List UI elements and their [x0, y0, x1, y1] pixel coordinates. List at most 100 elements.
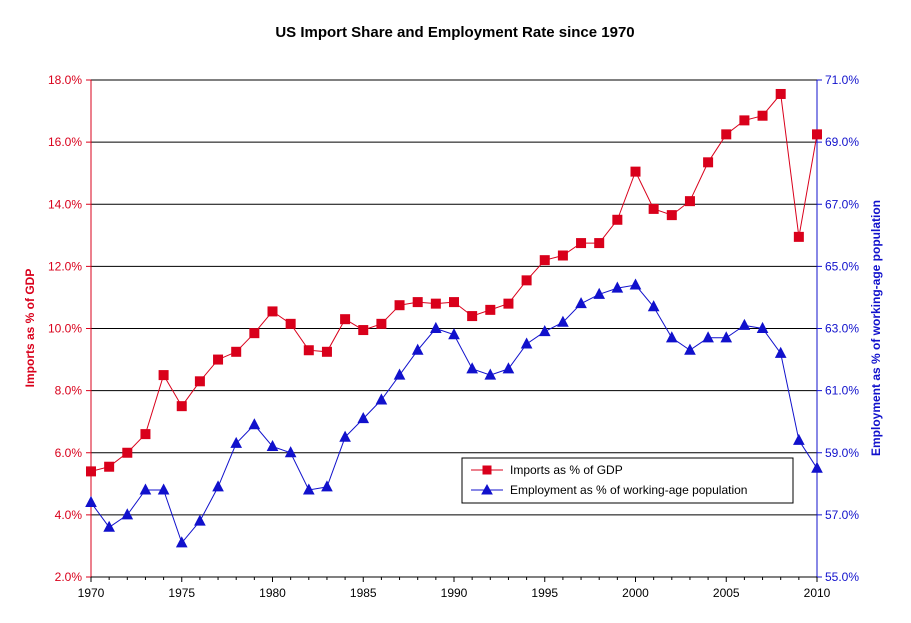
series-layer — [85, 88, 823, 548]
data-point-imports — [285, 318, 296, 329]
data-point-employment — [357, 412, 370, 424]
right-tick-label: 55.0% — [825, 570, 859, 584]
left-tick-label: 2.0% — [55, 570, 83, 584]
right-tick-label: 59.0% — [825, 446, 859, 460]
left-tick-label: 18.0% — [48, 73, 82, 87]
right-tick-label: 57.0% — [825, 508, 859, 522]
data-point-imports — [231, 346, 242, 357]
right-tick-label: 69.0% — [825, 135, 859, 149]
left-tick-label: 12.0% — [48, 259, 82, 273]
data-point-imports — [812, 129, 822, 140]
data-point-employment — [738, 318, 751, 330]
data-point-employment — [121, 508, 134, 520]
data-point-employment — [139, 483, 152, 495]
series-line-imports — [90, 92, 818, 472]
left-axis-label: Imports as % of GDP — [23, 269, 37, 388]
data-point-employment — [611, 281, 624, 293]
data-point-employment — [593, 287, 606, 299]
data-point-employment — [811, 461, 823, 473]
data-point-imports — [721, 129, 732, 140]
data-point-imports — [267, 306, 278, 317]
data-point-imports — [140, 429, 151, 440]
legend: Imports as % of GDP Employment as % of w… — [461, 457, 794, 504]
data-point-employment — [194, 514, 206, 526]
x-tick-label: 1990 — [441, 586, 468, 600]
data-point-imports — [684, 196, 695, 207]
left-y-ticks: 2.0% 4.0% 6.0% 8.0% 10.0% 12.0% 14.0% 16.0% 18.0… — [48, 73, 91, 584]
data-point-employment — [321, 480, 333, 492]
left-tick-label: 14.0% — [48, 197, 82, 211]
x-tick-label: 1980 — [259, 586, 286, 600]
data-point-employment — [230, 436, 243, 448]
x-tick-label: 1970 — [78, 586, 105, 600]
x-tick-label: 2010 — [804, 586, 831, 600]
right-y-ticks: 55.0% 57.0% 59.0% 61.0% 63.0% 65.0% 67.0% 69.0%… — [817, 73, 859, 584]
data-point-imports — [358, 325, 369, 336]
data-point-employment — [502, 362, 515, 374]
left-tick-label: 6.0% — [55, 446, 83, 460]
data-point-employment — [339, 430, 351, 442]
data-point-imports — [158, 370, 169, 381]
data-point-imports — [775, 88, 786, 99]
data-point-imports — [340, 314, 351, 325]
left-tick-label: 10.0% — [48, 322, 82, 336]
data-point-imports — [376, 318, 387, 329]
data-point-imports — [86, 466, 96, 477]
left-tick-label: 4.0% — [55, 508, 83, 522]
data-point-imports — [666, 210, 677, 221]
data-point-employment — [175, 536, 188, 548]
data-point-employment — [448, 328, 460, 340]
left-tick-label: 8.0% — [55, 384, 83, 398]
data-point-employment — [375, 393, 388, 405]
data-point-imports — [467, 311, 478, 322]
data-point-imports — [303, 345, 314, 356]
legend-label-imports: Imports as % of GDP — [510, 463, 623, 477]
data-point-employment — [774, 346, 787, 358]
data-point-imports — [122, 447, 133, 458]
data-point-employment — [484, 368, 497, 380]
right-tick-label: 61.0% — [825, 384, 859, 398]
chart-title: US Import Share and Employment Rate sinc… — [275, 24, 634, 41]
data-point-imports — [213, 354, 224, 365]
data-point-imports — [648, 203, 659, 214]
data-point-imports — [176, 401, 187, 412]
data-point-employment — [430, 321, 442, 333]
legend-label-employment: Employment as % of working-age populatio… — [510, 483, 747, 497]
left-tick-label: 16.0% — [48, 135, 82, 149]
data-point-employment — [284, 446, 297, 458]
x-tick-label: 2005 — [713, 586, 740, 600]
data-point-employment — [684, 343, 696, 355]
data-point-imports — [485, 304, 496, 315]
x-tick-label: 1995 — [531, 586, 558, 600]
data-point-imports — [557, 250, 568, 261]
data-point-imports — [612, 214, 623, 225]
data-point-imports — [539, 255, 550, 266]
data-point-employment — [248, 418, 261, 430]
data-point-imports — [194, 376, 205, 387]
data-point-employment — [411, 343, 424, 355]
data-point-imports — [703, 157, 714, 168]
data-point-imports — [430, 298, 441, 309]
data-point-employment — [103, 520, 115, 532]
data-point-employment — [538, 325, 551, 337]
data-point-imports — [503, 298, 514, 309]
legend-square-marker — [482, 465, 492, 475]
data-point-imports — [576, 238, 587, 249]
data-point-imports — [757, 110, 768, 121]
data-point-employment — [302, 483, 315, 495]
data-point-employment — [85, 495, 97, 507]
data-point-employment — [266, 439, 279, 452]
x-ticks: 1970 1975 1980 1985 1990 1995 2000 2005 2010 — [78, 577, 831, 600]
gridlines — [91, 141, 817, 516]
x-tick-label: 1975 — [168, 586, 195, 600]
data-point-employment — [466, 362, 478, 374]
data-point-employment — [520, 337, 533, 349]
data-point-imports — [521, 275, 532, 286]
x-tick-label: 2000 — [622, 586, 649, 600]
legend-triangle-marker — [481, 483, 493, 495]
data-point-imports — [249, 328, 260, 339]
right-tick-label: 67.0% — [825, 197, 859, 211]
data-point-employment — [557, 315, 569, 327]
data-point-imports — [793, 231, 804, 242]
